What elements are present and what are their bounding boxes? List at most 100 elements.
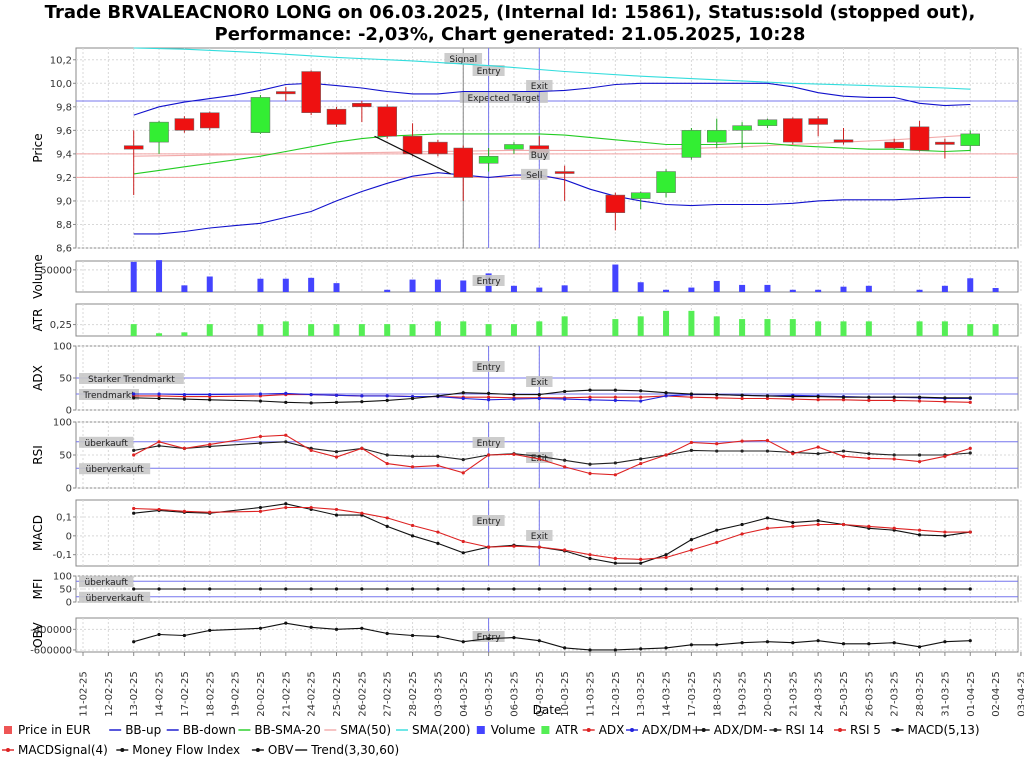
legend-swatch-dot <box>895 728 900 732</box>
series-line-rsi-5-point <box>132 453 136 457</box>
y-tick-label: -0,1 <box>52 550 72 561</box>
y-tick-label: 0 <box>66 531 72 542</box>
series-line-rsi-14-point <box>613 461 617 465</box>
volume-bar <box>637 282 644 292</box>
series-line-rsi-14-point <box>715 449 719 453</box>
event-label-entry-bg <box>472 361 505 372</box>
series-line-adx-dm--point <box>512 397 516 401</box>
y-axis-label-atr: ATR <box>31 309 45 332</box>
legend-item: BB-up <box>109 723 161 737</box>
series-line-adx-dm--point <box>537 396 541 401</box>
series-line-macdsignal-4--point <box>284 505 288 510</box>
x-tick-label: 12-03-25 <box>611 671 622 716</box>
x-tick-label: 05-03-25 <box>484 671 495 716</box>
candle-body <box>605 194 626 213</box>
series-line-macd-5-13--point <box>943 534 947 538</box>
event-label-exit-bg <box>526 530 553 541</box>
legend-item: ADX <box>582 723 624 737</box>
volume-bar <box>536 287 543 292</box>
atr-bar <box>536 321 543 336</box>
x-tick-label: 01-04-25 <box>966 671 977 716</box>
series-line-macdsignal-4--point <box>512 544 516 548</box>
series-line-obv-point <box>258 626 263 630</box>
reference-line-label: überverkauft <box>86 465 145 475</box>
event-label-entry: Entry <box>477 517 502 527</box>
series-line-adx-dm--point <box>841 395 846 399</box>
series-line-obv-point <box>487 637 491 641</box>
series-line-rsi-5-point <box>740 439 744 443</box>
trade-marker-sell: Sell <box>526 171 542 181</box>
series-line-adx-dm--point <box>740 393 744 397</box>
volume-bar <box>308 277 315 292</box>
series-line-rsi-14-point <box>537 454 541 458</box>
series-line-macdsignal-4--point <box>639 557 643 562</box>
volume-bar <box>156 260 163 292</box>
legend-item: SMA(200) <box>396 723 470 737</box>
volume-bar <box>663 289 670 292</box>
series-line-rsi-14-point <box>284 440 288 444</box>
candle-body <box>123 145 144 150</box>
event-label-exit-bg <box>526 80 553 91</box>
series-line-macd-5-13--point <box>588 556 592 561</box>
atr-bar <box>384 324 391 336</box>
series-line-money-flow-index-point <box>715 587 719 591</box>
candle-body <box>909 126 930 151</box>
series-line-rsi-14-point <box>334 450 339 454</box>
series-line-obv-point <box>639 647 643 651</box>
series-line-rsi-5-point <box>664 453 668 457</box>
series-line-money-flow-index-point <box>360 587 364 591</box>
x-tick-label: 14-02-25 <box>155 671 166 716</box>
reference-line-label: überkauft <box>84 439 128 449</box>
legend-label: BB-up <box>125 723 161 737</box>
series-line-money-flow-index-point <box>334 587 339 591</box>
series-line-macd-5-13--point <box>791 521 795 525</box>
series-line-rsi-5-point <box>892 457 896 461</box>
series-line-adx-point <box>715 396 719 400</box>
series-line-money-flow-index-point <box>588 587 592 591</box>
event-label-entry-bg <box>472 515 505 526</box>
candle-body <box>149 121 169 143</box>
candle-body <box>935 141 955 145</box>
x-tick-label: 20-02-25 <box>256 671 267 716</box>
y-axis-label-mfi: MFI <box>31 579 45 600</box>
candle-body <box>833 139 854 143</box>
bb-up-line <box>133 82 971 116</box>
series-line-rsi-14-point <box>588 462 592 466</box>
x-tick-label: 24-02-25 <box>307 671 318 716</box>
series-line-rsi-5-point <box>385 461 389 466</box>
series-line-macdsignal-4--point <box>613 556 617 561</box>
series-line-adx-point <box>892 398 896 402</box>
series-line-macdsignal-4--point <box>943 530 947 534</box>
series-line-obv-point <box>841 642 846 646</box>
series-line-obv-point <box>182 633 186 638</box>
series-line-rsi-14-point <box>867 452 871 456</box>
volume-bar <box>130 261 137 292</box>
series-line-money-flow-index-point <box>639 587 643 591</box>
series-line-rsi-5-point <box>487 453 491 457</box>
candle-body <box>301 71 321 113</box>
series-line-macd-5-13--point <box>385 524 389 529</box>
sma200-line <box>133 47 971 90</box>
event-label-exit-bg <box>526 376 553 387</box>
series-line-money-flow-index-point <box>182 587 186 591</box>
legend-label: BB-down <box>183 723 236 737</box>
event-label-entry: Entry <box>477 277 502 287</box>
series-line-adx-point <box>487 395 491 399</box>
series-line-adx-dm--point <box>360 400 364 404</box>
volume-bar <box>815 289 822 292</box>
volume-bar <box>992 288 999 292</box>
series-line-macd-5-13--point <box>689 538 694 542</box>
series-line-money-flow-index-point <box>892 587 896 591</box>
event-label-entry-bg <box>472 275 505 286</box>
atr-bar <box>688 310 695 336</box>
series-line-rsi-5-point <box>360 446 364 450</box>
series-line-obv-point <box>715 643 719 647</box>
reference-line-label: Starker Trendmarkt <box>88 375 175 385</box>
trade-marker-buy: Buy <box>531 151 549 161</box>
series-line-adx-dm--point <box>208 393 212 397</box>
y-axis-label-volume: Volume <box>31 254 45 299</box>
x-tick-label: 28-02-25 <box>408 671 419 716</box>
volume-bar <box>840 286 847 292</box>
series-line-money-flow-index-point <box>258 587 263 591</box>
volume-bar <box>688 287 695 292</box>
